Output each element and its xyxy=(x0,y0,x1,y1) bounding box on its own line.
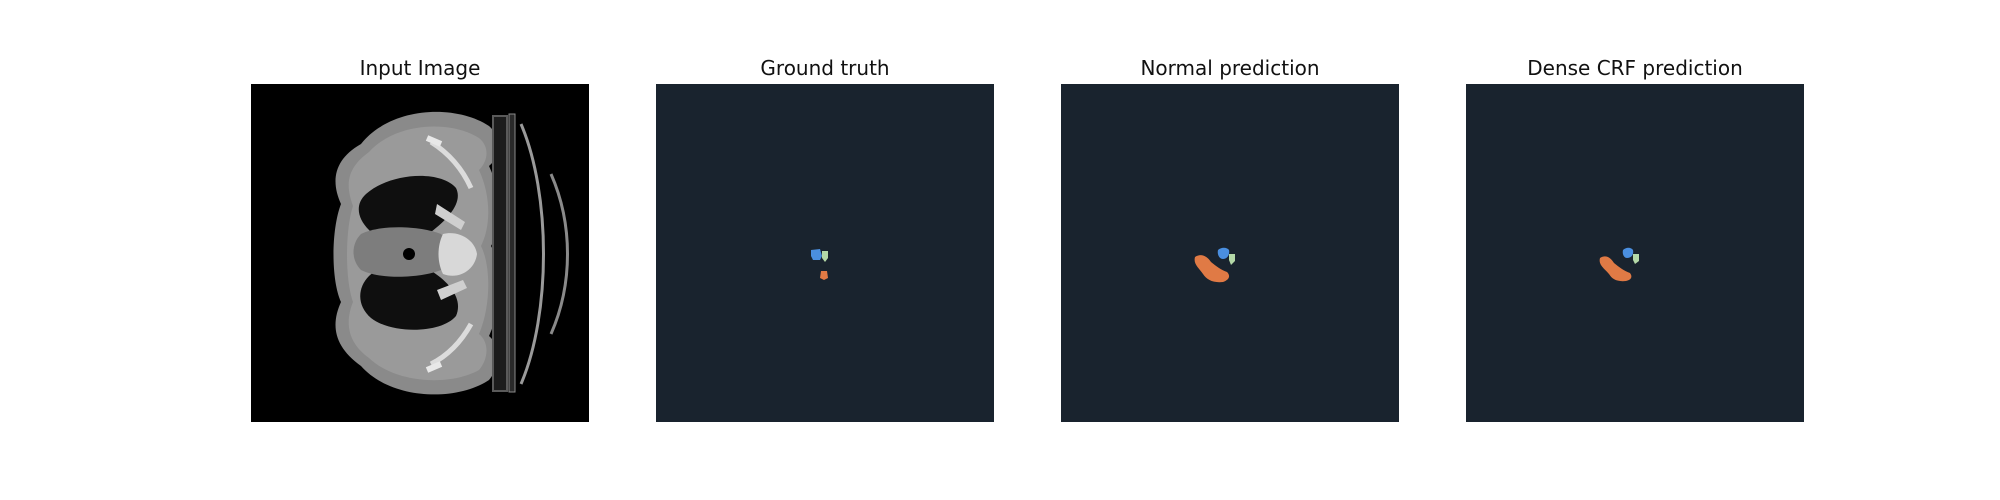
dense-crf-prediction-mask xyxy=(1466,84,1804,422)
normal-prediction-mask xyxy=(1061,84,1399,422)
panel-input-image: Input Image xyxy=(251,0,589,500)
panel-title: Ground truth xyxy=(760,56,890,80)
panel-title: Normal prediction xyxy=(1140,56,1320,80)
panel-title: Dense CRF prediction xyxy=(1527,56,1743,80)
panel-dense-crf-prediction: Dense CRF prediction xyxy=(1466,0,1804,500)
ct-scan-image xyxy=(251,84,589,422)
ground-truth-mask xyxy=(656,84,994,422)
panel-normal-prediction: Normal prediction xyxy=(1061,0,1399,500)
panel-title: Input Image xyxy=(359,56,481,80)
panel-ground-truth: Ground truth xyxy=(656,0,994,500)
